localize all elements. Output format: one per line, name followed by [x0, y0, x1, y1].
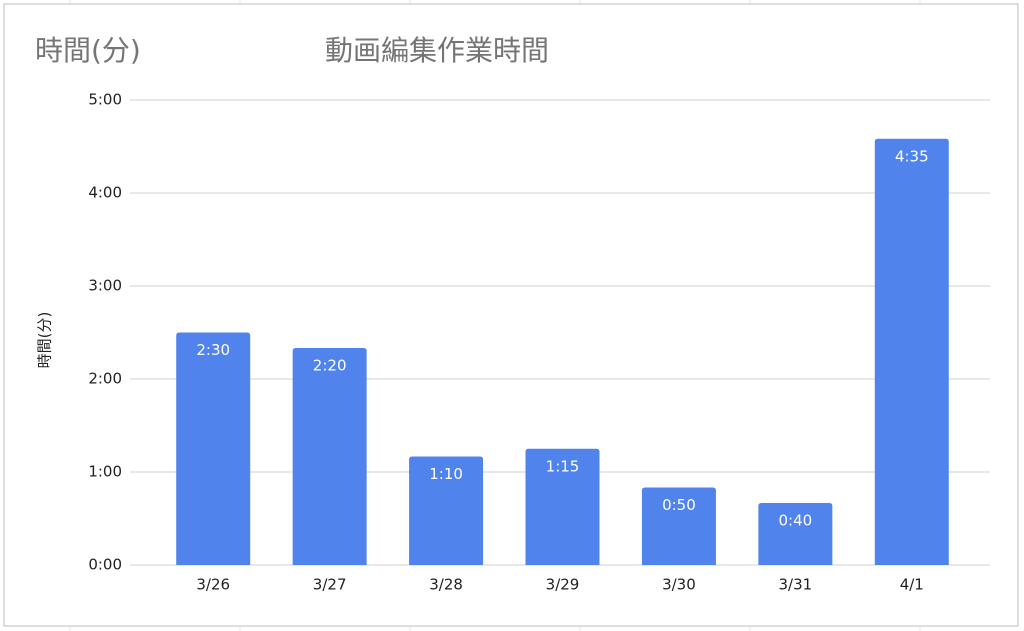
x-tick-label: 4/1: [900, 576, 924, 594]
bar: [409, 456, 484, 565]
chart-title: 動画編集作業時間: [325, 34, 549, 67]
y-tick-label: 4:00: [88, 184, 122, 202]
y-tick-label: 1:00: [88, 463, 122, 481]
bar: [292, 348, 367, 565]
y-axis-label: 時間(分): [36, 312, 54, 369]
y-tick-label: 3:00: [88, 277, 122, 295]
x-tick-label: 3/30: [662, 576, 696, 594]
chart-frame: [3, 3, 1019, 627]
value-label: 2:20: [313, 357, 347, 375]
y-tick-label: 2:00: [88, 370, 122, 388]
bar: [525, 448, 600, 565]
bar: [641, 487, 716, 565]
bar: [874, 138, 949, 565]
bar: [758, 502, 833, 565]
value-label: 4:35: [895, 147, 929, 165]
value-label: 2:30: [196, 341, 230, 359]
x-tick-label: 3/26: [196, 576, 230, 594]
x-tick-label: 3/28: [429, 576, 463, 594]
y-tick-label: 5:00: [88, 91, 122, 109]
value-label: 0:50: [662, 496, 696, 514]
chart-subtitle: 時間(分): [35, 34, 141, 67]
x-tick-label: 3/29: [546, 576, 580, 594]
bar: [176, 332, 251, 565]
y-tick-label: 0:00: [88, 556, 122, 574]
value-label: 0:40: [779, 511, 813, 529]
value-label: 1:10: [429, 465, 463, 483]
x-tick-label: 3/27: [313, 576, 347, 594]
x-tick-label: 3/31: [779, 576, 813, 594]
value-label: 1:15: [546, 457, 580, 475]
